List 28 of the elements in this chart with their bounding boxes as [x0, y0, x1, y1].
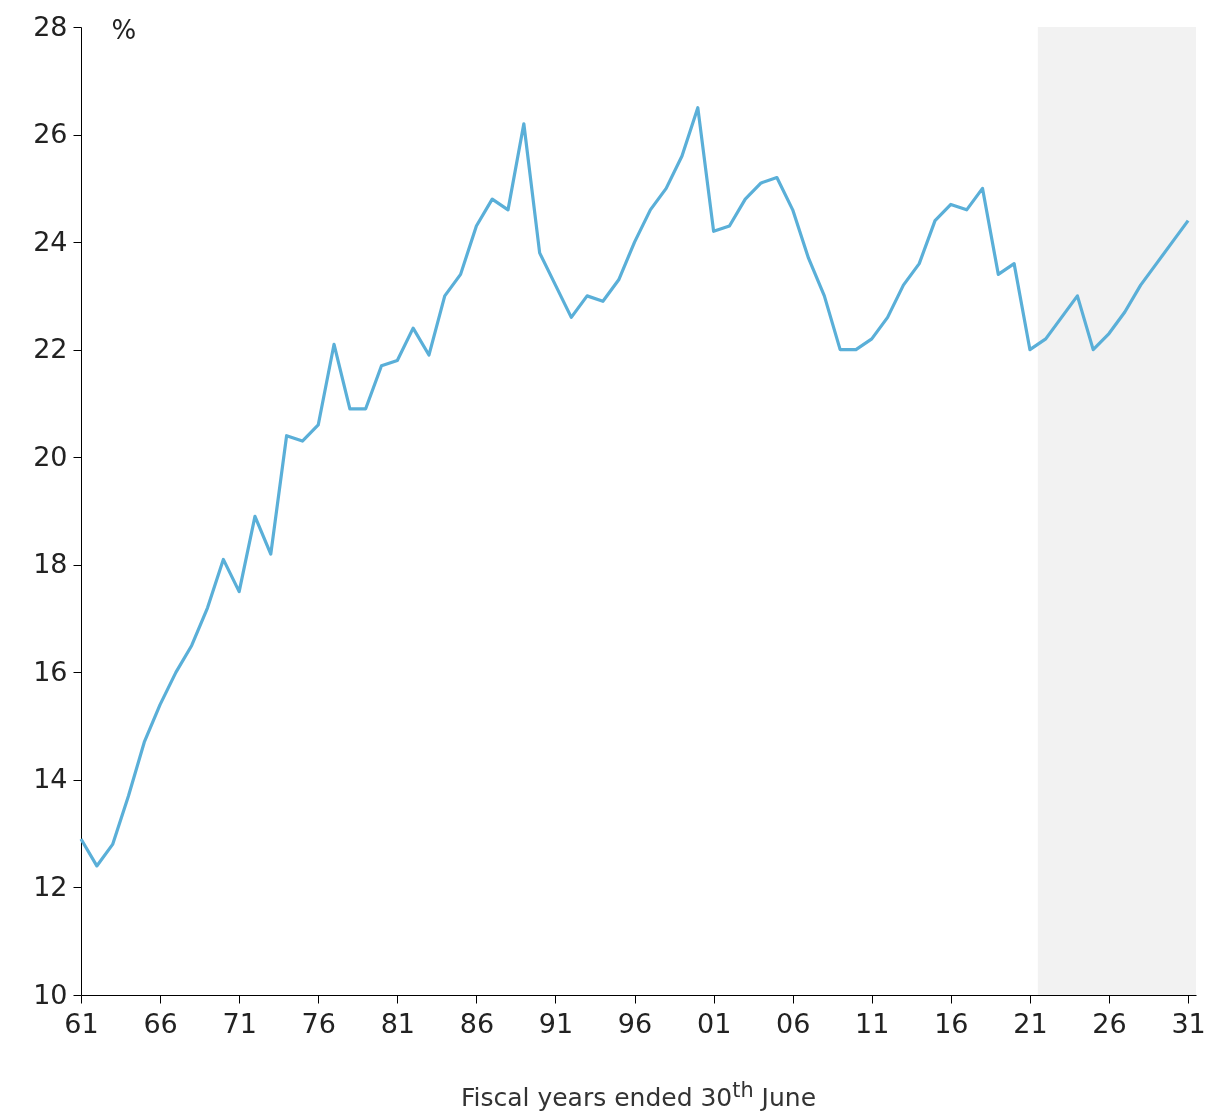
x-tick-label: 86: [459, 1007, 495, 1039]
x-tick-label: 61: [64, 1007, 99, 1039]
y-tick-label: 26: [33, 118, 68, 150]
x-tick-label: 06: [776, 1007, 811, 1039]
y-tick-label: 24: [33, 225, 68, 257]
y-tick-label: 18: [33, 548, 68, 580]
y-tick-label: 10: [33, 978, 68, 1010]
x-tick-label: 21: [1013, 1007, 1048, 1039]
y-tick-label: 12: [33, 870, 68, 902]
x-tick-label: 81: [380, 1007, 415, 1039]
x-tick-label: 16: [934, 1007, 969, 1039]
x-axis-title: Fiscal years ended 30$^{th}$ June: [459, 1078, 818, 1111]
y-tick-label: 16: [33, 655, 68, 687]
y-tick-label: 20: [33, 440, 68, 472]
y-axis-title: %: [111, 14, 137, 45]
y-tick-label: 14: [33, 763, 68, 795]
x-tick-label: 96: [617, 1007, 653, 1039]
x-tick-label: 71: [222, 1007, 257, 1039]
x-tick-label: 11: [855, 1007, 890, 1039]
x-tick-label: 01: [696, 1007, 732, 1039]
x-tick-label: 31: [1171, 1007, 1206, 1039]
y-tick-label: 28: [33, 10, 68, 42]
x-tick-label: 76: [301, 1007, 336, 1039]
x-tick-label: 26: [1092, 1007, 1127, 1039]
y-tick-label: 22: [33, 333, 68, 365]
x-tick-label: 91: [538, 1007, 574, 1039]
line-series: [79, 106, 1190, 868]
x-tick-label: 66: [143, 1007, 178, 1039]
